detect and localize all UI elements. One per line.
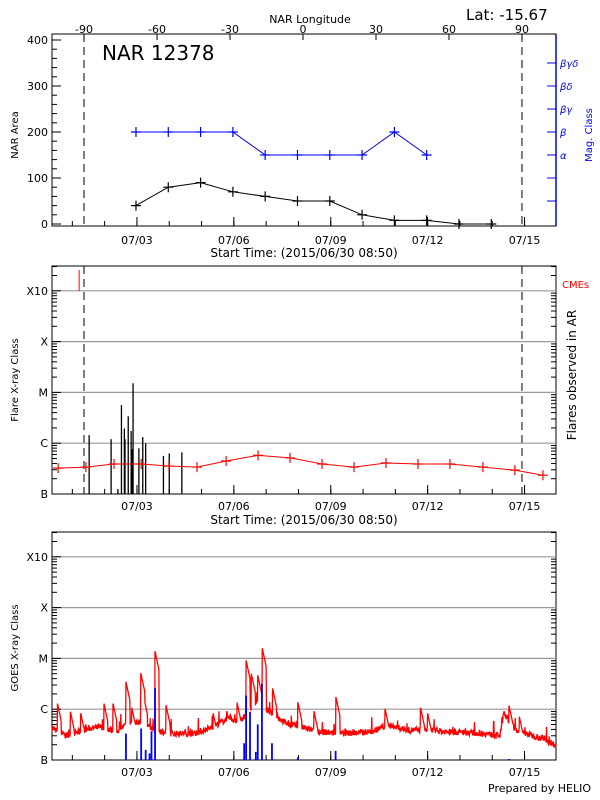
mag-class-point (260, 150, 271, 160)
lon-tick-label: 0 (300, 23, 307, 36)
y-tick-label: B (40, 488, 48, 501)
y-tick-label: M (39, 652, 49, 665)
lon-tick-label: 30 (369, 23, 383, 36)
background-flux-point (412, 459, 423, 470)
background-flux-point (109, 459, 120, 470)
mag-tick-label: β (559, 128, 567, 139)
mag-class-point (357, 150, 368, 160)
area-line (135, 182, 492, 225)
lon-tick-label: -60 (148, 23, 166, 36)
area-point (453, 219, 464, 229)
background-flux-point (317, 459, 328, 470)
area-point (292, 196, 303, 206)
area-point (195, 177, 206, 188)
background-flux-point (509, 465, 520, 476)
y-tick-label: X10 (26, 285, 48, 298)
lon-tick-label: -90 (75, 23, 93, 36)
y-tick-label: C (40, 437, 48, 450)
y-tick-label: M (39, 386, 49, 399)
area-point (486, 219, 497, 229)
area-point (260, 191, 271, 202)
y-tick-label: X (40, 336, 48, 349)
x-tick-label: 07/12 (412, 766, 444, 779)
background-flux-point (53, 463, 64, 474)
mag-class-point (292, 150, 303, 160)
x-tick-label: 07/09 (315, 234, 347, 247)
y-tick-label: 0 (41, 218, 48, 231)
background-flux-point (80, 462, 91, 473)
mag-class-line (135, 131, 427, 156)
area-point (227, 186, 238, 197)
mag-tick-label: βδ (559, 82, 573, 93)
lon-tick-label: -30 (221, 23, 239, 36)
area-point (357, 209, 368, 220)
panel1-ylabel: NAR Area (10, 111, 21, 158)
background-flux-point (537, 470, 548, 481)
area-point (163, 182, 174, 193)
background-flux-point (444, 459, 455, 470)
mag-class-point (227, 127, 238, 137)
top-axis-title: NAR Longitude (269, 13, 351, 26)
mag-class-point (130, 127, 141, 137)
panel2-frame (51, 265, 557, 495)
panel3-frame (51, 531, 557, 761)
y-tick-label: 100 (27, 172, 48, 185)
prepared-by: Prepared by HELIO (488, 782, 591, 795)
x-tick-label: 07/09 (315, 766, 347, 779)
y-tick-label: 200 (27, 126, 48, 139)
panel2-ylabel: Flare X-ray Class (10, 338, 21, 422)
background-flux-point (253, 450, 264, 461)
area-point (324, 196, 335, 206)
mag-tick-label: α (560, 151, 567, 162)
cme-legend: CMEs (562, 280, 589, 291)
background-flux-point (163, 461, 174, 472)
x-tick-label: 07/06 (218, 234, 250, 247)
lon-tick-label: 60 (442, 23, 456, 36)
y-tick-label: 400 (27, 34, 48, 47)
background-flux-point (221, 455, 232, 466)
background-flux-point (285, 452, 296, 463)
x-tick-label: 07/09 (315, 500, 347, 513)
mag-tick-label: βγ (559, 105, 573, 116)
y-tick-label: C (40, 703, 48, 716)
y-tick-label: X10 (26, 551, 48, 564)
panel1-y2label: Mag. Class (584, 108, 595, 162)
area-point (130, 200, 141, 211)
mag-class-point (324, 150, 335, 160)
x-tick-label: 07/15 (509, 500, 541, 513)
panel3-ylabel: GOES X-ray Class (10, 604, 21, 691)
goes-long-flux-line (51, 648, 557, 748)
x-tick-label: 07/06 (218, 766, 250, 779)
mag-class-point (195, 127, 206, 137)
x-tick-label: 07/03 (121, 234, 153, 247)
x-tick-label: 07/03 (121, 766, 153, 779)
x-tick-label: 07/12 (412, 234, 444, 247)
x-tick-label: 07/06 (218, 500, 250, 513)
latitude-label: Lat: -15.67 (466, 6, 548, 24)
background-flux-point (192, 462, 203, 473)
x-tick-label: 07/15 (509, 234, 541, 247)
y-tick-label: B (40, 754, 48, 767)
background-flux-point (136, 459, 147, 470)
mag-tick-label: βγδ (559, 59, 578, 70)
lon-tick-label: 90 (515, 23, 529, 36)
mag-class-point (163, 127, 174, 137)
mag-class-point (421, 150, 432, 160)
x-tick-label: 07/15 (509, 766, 541, 779)
panel2-xlabel: Start Time: (2015/06/30 08:50) (210, 513, 397, 527)
background-flux-point (477, 462, 488, 473)
x-tick-label: 07/12 (412, 500, 444, 513)
x-tick-label: 07/03 (121, 500, 153, 513)
background-flux-point (349, 462, 360, 473)
area-point (421, 215, 432, 226)
mag-class-point (389, 127, 400, 137)
background-flux-point (380, 458, 391, 469)
y-tick-label: X (40, 602, 48, 615)
panel1-xlabel: Start Time: (2015/06/30 08:50) (210, 246, 397, 260)
panel2-y2label: Flares observed in AR (565, 310, 579, 440)
panel1-title: NAR 12378 (102, 41, 215, 65)
area-point (389, 215, 400, 226)
y-tick-label: 300 (27, 80, 48, 93)
